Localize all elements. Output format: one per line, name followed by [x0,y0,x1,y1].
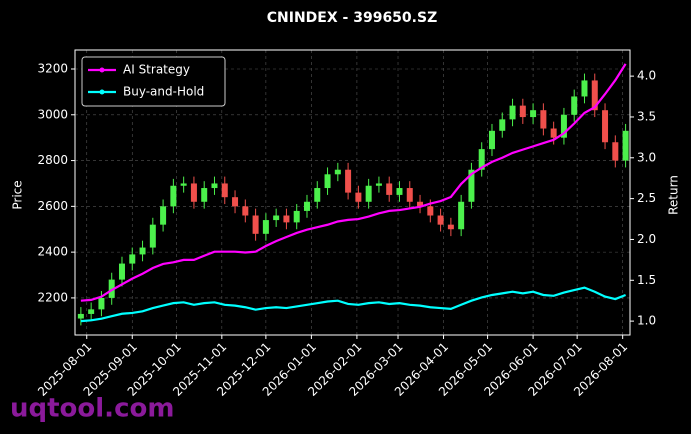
candle-body [345,169,352,193]
legend-marker [99,89,105,95]
candle-body [98,297,105,310]
y2-tick-label: 4.0 [637,69,656,83]
candle-body [612,142,619,161]
candle-body [160,206,167,225]
watermark: uqtool.com [10,394,174,424]
candle-body [201,188,208,202]
candle-body [437,215,444,225]
candle-body [273,215,280,221]
candle-body [488,130,495,150]
y-axis-label: Price [11,180,25,209]
candle-body [396,188,403,195]
candle-body [560,114,567,138]
candle-body [365,185,372,202]
candle-body [427,206,434,216]
candle-body [519,105,526,118]
y2-tick-label: 2.0 [637,232,656,246]
candle-body [262,220,269,234]
legend-box [81,56,226,107]
candle-body [190,183,197,202]
legend-label: AI Strategy [123,63,190,77]
candle-body [591,80,598,111]
candle-body [509,105,516,120]
y-tick-label: 2600 [37,199,68,213]
y2-tick-label: 3.0 [637,150,656,164]
candle-body [468,169,475,202]
y-tick-label: 3000 [37,107,68,121]
candle-body [478,149,485,170]
candle-body [170,185,177,207]
candle-body [540,110,547,129]
y2-tick-label: 1.0 [637,314,656,328]
y-tick-label: 2400 [37,245,68,259]
plot-frame [74,49,631,336]
candle-body [88,309,95,314]
candle-body [602,110,609,143]
series-line [80,63,627,302]
candle-body [242,206,249,216]
candle-body [211,183,218,189]
candle-body [314,188,321,202]
legend-label: Buy-and-Hold [123,85,204,99]
y2-axis-label: Return [667,175,681,215]
candle-body [293,210,300,223]
legend-marker [99,67,105,73]
candle-body [622,130,629,161]
y-tick-label: 2800 [37,153,68,167]
candle-body [232,197,239,207]
candle-body [530,110,537,118]
candle-body [118,263,125,280]
candle-body [283,215,290,223]
candle-body [550,128,557,138]
candle-body [303,201,310,211]
candle-body [221,183,228,198]
candle-body [334,169,341,175]
candle-body [386,183,393,195]
candle-body [139,247,146,255]
candle-body [355,192,362,202]
candle-body [406,188,413,202]
series-line [80,286,627,323]
candle-body [375,183,382,186]
candle-body [252,215,259,234]
candle-body [571,96,578,115]
candle-body [458,201,465,230]
candle-body [108,279,115,298]
candle-body [447,224,454,230]
candle-body [324,174,331,189]
candle-body [129,254,136,264]
candle-body [417,201,424,207]
y-tick-label: 2200 [37,290,68,304]
candle-body [499,119,506,131]
candle-body [581,80,588,97]
candle-body [77,313,84,319]
chart-title: CNINDEX - 399650.SZ [267,10,437,26]
candle-body [149,224,156,248]
y-tick-label: 3200 [37,62,68,76]
y2-tick-label: 3.5 [637,109,656,123]
candle-body [180,183,187,186]
y2-tick-label: 2.5 [637,191,656,205]
y2-tick-label: 1.5 [637,273,656,287]
